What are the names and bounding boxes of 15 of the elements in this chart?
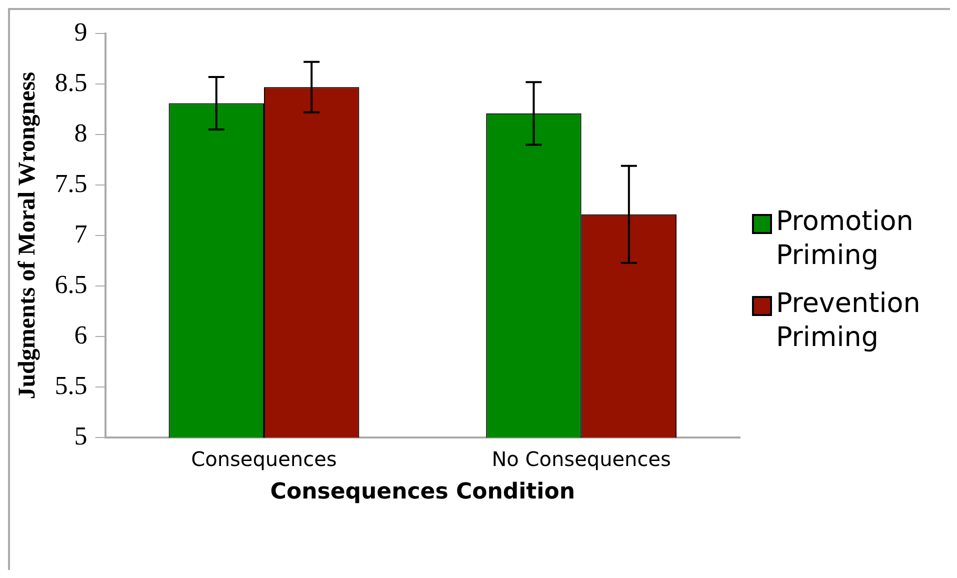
y-tick-label: 8.5 [54, 68, 88, 97]
y-tick-label: 7 [74, 219, 88, 248]
y-tick-label: 6 [74, 320, 88, 350]
y-axis-title: Judgments of Moral Wrongness [14, 72, 41, 400]
legend-label: Promotion Priming [776, 205, 914, 273]
y-tick-label: 5.5 [54, 370, 88, 400]
x-tick-label: No Consequences [492, 446, 671, 471]
y-tick-label: 8 [74, 118, 88, 148]
y-tick-label: 6.5 [54, 270, 88, 299]
y-tick-label: 7.5 [54, 168, 88, 198]
x-tick-label: Consequences [191, 446, 337, 471]
legend-label: Prevention Priming [776, 287, 922, 355]
x-axis-title: Consequences Condition [270, 480, 575, 505]
y-tick-label: 9 [74, 17, 88, 46]
y-tick-label: 5 [74, 421, 88, 450]
